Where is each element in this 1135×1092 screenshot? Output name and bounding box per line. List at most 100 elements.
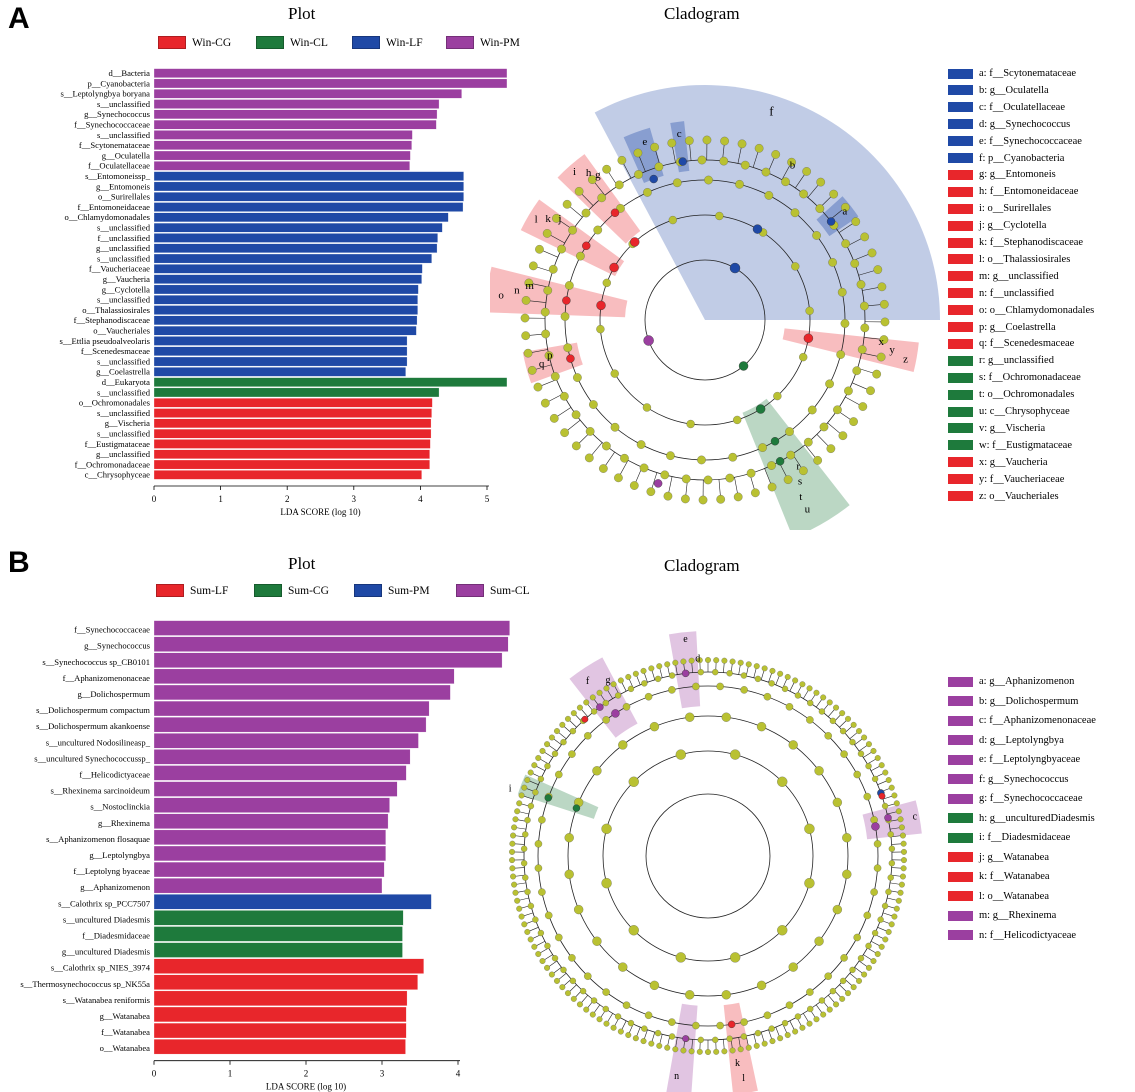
biomarker-node [596, 300, 606, 311]
bar [153, 78, 508, 89]
tree-node [610, 369, 619, 378]
tree-node [806, 988, 814, 996]
panel-b-plot-title: Plot [288, 554, 316, 573]
leaf-node [640, 1038, 647, 1045]
bar-label: g__Watanabea [100, 1011, 151, 1021]
leaf-node [656, 663, 663, 670]
cladogram-legend-label: j: g__Cyclotella [979, 220, 1047, 232]
cladogram-legend-swatch [948, 305, 973, 316]
cladogram-legend-label: u: c__Chrysophyceae [979, 406, 1070, 417]
biomarker-node [752, 224, 763, 234]
cladogram-legend-item: k: f__Stephanodiscaceae [948, 237, 1083, 248]
cladogram-legend-item: v: g__Vischeria [948, 423, 1045, 434]
cladogram-legend-item: b: g__Oculatella [948, 85, 1049, 96]
tree-node [551, 750, 559, 757]
bar [153, 212, 449, 223]
bar-label: s__Calothrix sp_PCC7507 [58, 898, 151, 908]
bar [153, 222, 443, 233]
bar-label: g__Aphanizomenon [80, 882, 150, 892]
leaf-node [589, 1011, 596, 1018]
bar-label: s__Dolichospermum akankoense [36, 721, 150, 731]
legend-swatch [446, 36, 474, 49]
tree-node [814, 936, 824, 946]
bar-label: o__Watanabea [100, 1043, 151, 1053]
tree-node [668, 1033, 676, 1040]
leaf-node [565, 715, 571, 722]
tree-node [560, 312, 570, 321]
leaf-node [603, 685, 610, 692]
tree-node [721, 990, 731, 1000]
tree-node [614, 1013, 622, 1020]
tree-node [668, 686, 676, 694]
leaf-node [813, 456, 823, 465]
tree-node [584, 972, 592, 980]
biomarker-node [729, 262, 741, 274]
clade-letter: e [683, 634, 688, 645]
cladogram-legend-swatch [948, 372, 973, 383]
tree-node [614, 180, 624, 190]
biomarker-node [544, 794, 552, 802]
tree-ring [537, 685, 879, 1027]
cladogram-legend-item: h: f__Entomoneidaceae [948, 186, 1078, 197]
leaf-node [603, 1020, 610, 1027]
leaf-node [663, 491, 673, 501]
leaf-node [531, 762, 538, 769]
leaf-node [705, 1049, 711, 1055]
cladogram-legend-swatch [948, 793, 973, 804]
biomarker-node [653, 479, 663, 488]
tree-node [602, 716, 610, 724]
bar-label: f__Leptolyng byaceae [73, 866, 150, 876]
leaf-node [559, 721, 566, 728]
tree-node [541, 329, 550, 339]
leaf-node [587, 175, 597, 184]
bar-label: s__unclassified [97, 99, 151, 109]
leaf-node [589, 694, 596, 701]
leaf-node [527, 769, 534, 776]
legend-label: Sum-CG [288, 584, 329, 597]
tree-node [520, 845, 528, 852]
biomarker-node [581, 715, 589, 723]
clade-highlight [666, 1003, 698, 1092]
bar [153, 926, 403, 942]
leaf-node [518, 913, 525, 920]
cladogram-legend-label: g: g__Entomoneis [979, 169, 1056, 181]
bar [153, 325, 417, 336]
cladogram-legend-swatch [948, 186, 973, 197]
clade-highlight [490, 266, 628, 318]
legend-label: Win-CG [192, 36, 232, 49]
leaf-node [878, 943, 885, 950]
tree-node [825, 379, 834, 389]
bar [153, 171, 464, 181]
bar-label: o__Ochromonadales [79, 398, 151, 408]
tree-node [871, 929, 879, 937]
cladogram-legend-item: r: g__unclassified [948, 355, 1054, 366]
tree-node [620, 453, 629, 463]
cladogram-legend-label: p: g__Coelastrella [979, 321, 1056, 333]
leaf-node [733, 492, 743, 502]
leaf-node [672, 1046, 679, 1053]
panel-a-plot-title: Plot [288, 4, 316, 23]
leaf-node [721, 1048, 728, 1055]
tree-node [596, 325, 605, 334]
leaf-node [841, 202, 850, 212]
bar-label: f__Scenedesmaceae [81, 346, 150, 356]
bar [153, 700, 430, 717]
leaf-node [583, 699, 590, 706]
tree-node [873, 864, 882, 872]
tree-node [871, 775, 879, 783]
leaf-node [882, 769, 889, 776]
legend-item: Win-CL [256, 36, 328, 49]
cladogram-legend-label: c: f__Oculatellaceae [979, 101, 1065, 113]
tree-node [849, 738, 856, 746]
tree-node [763, 1011, 772, 1020]
tree-node [740, 686, 748, 694]
tree-node [814, 766, 824, 776]
tree-node [785, 427, 794, 436]
leaf-node [820, 694, 827, 701]
tree-node [654, 1029, 662, 1037]
tree-node [672, 178, 682, 188]
leaf-node [737, 1046, 744, 1053]
cladogram-legend-item: e: f__Synechococcaceae [948, 136, 1082, 147]
tree-node [641, 1025, 648, 1032]
leaf-node [510, 873, 517, 880]
